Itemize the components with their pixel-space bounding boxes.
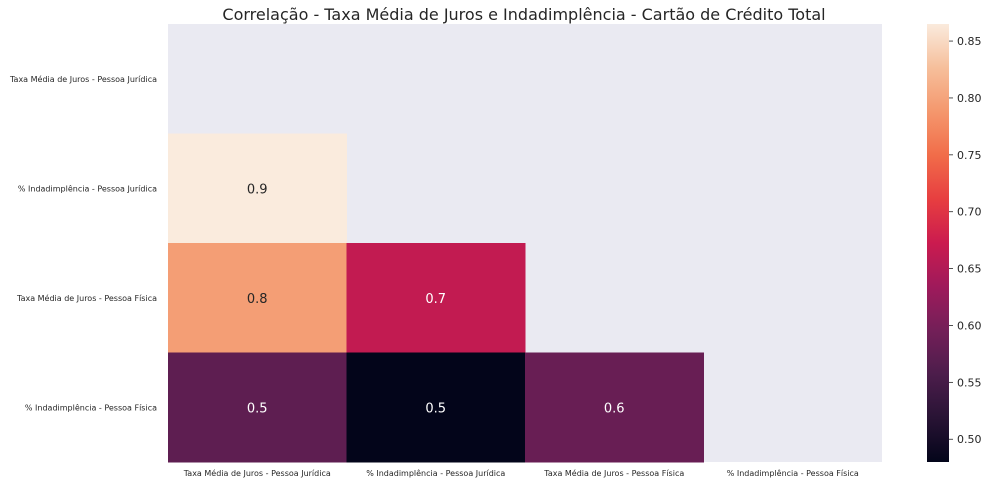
cell-annotation-r1-c0: 0.9 xyxy=(247,182,268,197)
heatmap-cell-r3-c0 xyxy=(168,352,347,463)
column-label-1: % Indadimplência - Pessoa Jurídica xyxy=(366,468,505,478)
row-labels: Taxa Média de Juros - Pessoa Jurídica % I… xyxy=(9,74,157,413)
column-label-2: Taxa Média de Juros - Pessoa Física xyxy=(543,468,684,478)
colorbar-tick-label-1: 0.55 xyxy=(957,376,982,389)
heatmap-cell-r3-c1 xyxy=(346,352,526,463)
cell-annotation-r3-c1: 0.5 xyxy=(425,401,446,416)
cell-annotation-r3-c2: 0.6 xyxy=(604,401,625,416)
colorbar-tick-label-6: 0.80 xyxy=(957,92,982,105)
colorbar-ticks: 0.50 0.55 0.60 0.65 0.70 0.75 0.80 0.85 xyxy=(949,35,982,446)
heatmap-cell-r2-c1 xyxy=(346,243,526,353)
cell-annotation-r2-c0: 0.8 xyxy=(247,292,268,307)
colorbar-tick-label-2: 0.60 xyxy=(957,319,982,332)
column-label-0: Taxa Média de Juros - Pessoa Jurídica xyxy=(183,468,331,478)
cell-annotations: 0.9 0.8 0.7 0.5 0.5 0.6 xyxy=(247,182,625,416)
column-label-3: % Indadimplência - Pessoa Física xyxy=(727,468,859,478)
chart-title: Correlação - Taxa Média de Juros e Indad… xyxy=(222,5,825,24)
colorbar-tick-label-0: 0.50 xyxy=(957,433,982,446)
column-labels: Taxa Média de Juros - Pessoa Jurídica % I… xyxy=(183,468,859,478)
row-label-0: Taxa Média de Juros - Pessoa Jurídica xyxy=(9,74,157,84)
cell-annotation-r2-c1: 0.7 xyxy=(425,292,446,307)
colorbar-tick-label-4: 0.70 xyxy=(957,206,982,219)
cell-annotation-r3-c0: 0.5 xyxy=(247,401,268,416)
heatmap-cell-r1-c0 xyxy=(168,133,347,244)
row-label-2: Taxa Média de Juros - Pessoa Física xyxy=(16,293,157,303)
row-label-1: % Indadimplência - Pessoa Jurídica xyxy=(18,183,157,193)
heatmap-cell-r3-c2 xyxy=(525,352,704,463)
colorbar-tick-label-5: 0.75 xyxy=(957,149,982,162)
colorbar-tick-label-7: 0.85 xyxy=(957,35,982,48)
colorbar xyxy=(927,24,949,462)
heatmap-cell-r2-c0 xyxy=(168,243,347,353)
heatmap-cells xyxy=(168,133,704,463)
row-label-3: % Indadimplência - Pessoa Física xyxy=(25,402,157,412)
colorbar-tick-label-3: 0.65 xyxy=(957,263,982,276)
